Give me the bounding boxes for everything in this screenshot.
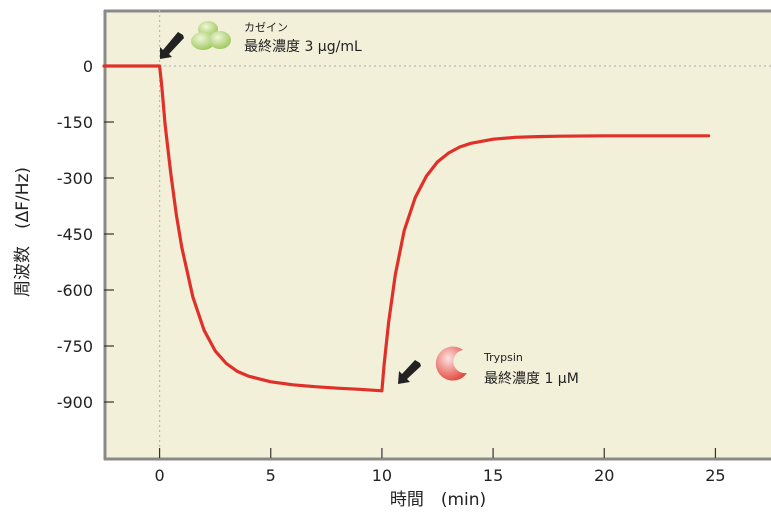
x-tick-label: 20 bbox=[594, 466, 614, 485]
y-tick-label: -900 bbox=[57, 393, 93, 412]
x-tick-label: 0 bbox=[154, 466, 164, 485]
casein-label: カゼイン bbox=[244, 21, 288, 34]
casein-icon bbox=[191, 21, 231, 50]
y-axis-ticks: 0 -150 -300 -450 -600 -750 -900 bbox=[57, 57, 114, 412]
plot-area bbox=[104, 10, 771, 458]
y-tick-label: -450 bbox=[57, 225, 93, 244]
casein-concentration: 最終濃度 3 μg/mL bbox=[244, 39, 362, 55]
trypsin-label: Trypsin bbox=[483, 351, 523, 364]
trypsin-concentration: 最終濃度 1 μM bbox=[484, 371, 579, 387]
x-tick-label: 25 bbox=[705, 466, 725, 485]
frequency-series-line bbox=[102, 64, 711, 393]
y-tick-label: -150 bbox=[57, 113, 93, 132]
y-axis-title: 周波数 (ΔF/Hz) bbox=[13, 167, 33, 297]
y-tick-label: 0 bbox=[83, 57, 93, 76]
x-axis-title: 時間 (min) bbox=[390, 490, 486, 510]
trypsin-arrow bbox=[398, 360, 421, 384]
x-tick-label: 5 bbox=[266, 466, 276, 485]
y-tick-label: -600 bbox=[57, 281, 93, 300]
x-tick-label: 15 bbox=[483, 466, 503, 485]
trypsin-icon bbox=[435, 346, 467, 381]
x-axis-ticks: 0 5 10 15 20 25 bbox=[154, 448, 726, 485]
casein-arrow bbox=[160, 32, 184, 59]
x-tick-label: 10 bbox=[372, 466, 392, 485]
y-tick-label: -750 bbox=[57, 337, 93, 356]
y-tick-label: -300 bbox=[57, 169, 93, 188]
